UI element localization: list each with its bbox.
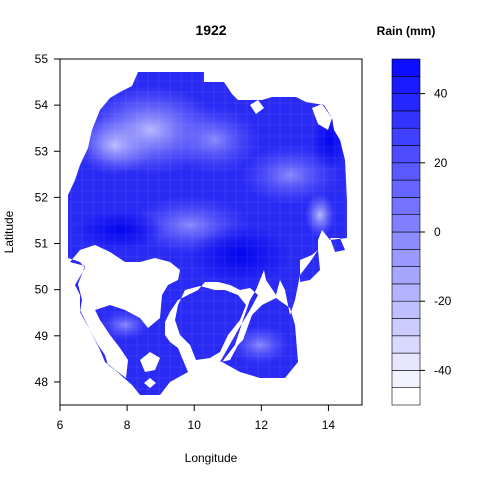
legend-tick-label: 20 xyxy=(434,156,448,170)
x-tick-label: 6 xyxy=(57,418,64,432)
legend-axis: -40 -20 0 20 40 xyxy=(420,87,452,377)
color-legend xyxy=(391,58,421,406)
legend-tick-label: -40 xyxy=(434,363,452,377)
light-patch xyxy=(305,193,335,237)
x-tick-label: 10 xyxy=(188,418,202,432)
light-patch xyxy=(75,115,155,175)
x-tick-label: 14 xyxy=(322,418,336,432)
legend-swatch xyxy=(391,266,421,285)
y-tick-label: 54 xyxy=(35,98,49,112)
y-axis: 48 49 50 51 52 53 54 55 xyxy=(35,52,61,389)
y-tick-label: 49 xyxy=(35,329,49,343)
legend-swatch xyxy=(391,231,421,250)
dark-patch xyxy=(190,225,290,285)
x-axis: 6 8 10 12 14 xyxy=(57,404,336,432)
legend-swatch xyxy=(391,127,421,146)
legend-swatch xyxy=(391,335,421,354)
y-tick-label: 48 xyxy=(35,375,49,389)
legend-swatch xyxy=(391,197,421,215)
legend-swatch xyxy=(391,179,421,198)
x-axis-label: Longitude xyxy=(185,451,238,465)
legend-swatch xyxy=(391,370,421,388)
legend-swatch xyxy=(391,110,421,129)
y-axis-label: Latitude xyxy=(2,210,16,253)
legend-swatch xyxy=(391,352,421,371)
chart-title: 1922 xyxy=(195,22,226,38)
legend-swatch xyxy=(391,283,421,302)
y-tick-label: 50 xyxy=(35,283,49,297)
y-tick-label: 55 xyxy=(35,52,49,66)
legend-tick-label: 40 xyxy=(434,87,448,101)
legend-swatch xyxy=(391,249,421,267)
x-tick-label: 12 xyxy=(255,418,269,432)
x-tick-label: 8 xyxy=(124,418,131,432)
y-tick-label: 51 xyxy=(35,237,49,251)
light-patch xyxy=(170,105,260,175)
legend-swatch xyxy=(391,162,421,181)
y-tick-label: 52 xyxy=(35,190,49,204)
map-region-group xyxy=(68,72,347,395)
light-patch xyxy=(230,325,290,365)
legend-title: Rain (mm) xyxy=(377,24,436,38)
dark-patch xyxy=(75,210,165,250)
legend-swatch xyxy=(391,318,421,337)
legend-swatch xyxy=(391,58,421,77)
light-patch xyxy=(240,145,340,205)
y-tick-label: 53 xyxy=(35,144,49,158)
legend-swatch xyxy=(391,300,421,319)
legend-tick-label: -20 xyxy=(434,294,452,308)
rain-variation-overlay xyxy=(68,72,347,395)
legend-swatch xyxy=(391,214,421,233)
light-patch xyxy=(100,310,150,340)
dark-patch xyxy=(310,110,347,170)
legend-swatch xyxy=(391,145,421,164)
legend-swatch xyxy=(391,387,421,406)
legend-swatch xyxy=(391,93,421,112)
legend-swatch xyxy=(391,76,421,94)
legend-tick-label: 0 xyxy=(434,225,441,239)
